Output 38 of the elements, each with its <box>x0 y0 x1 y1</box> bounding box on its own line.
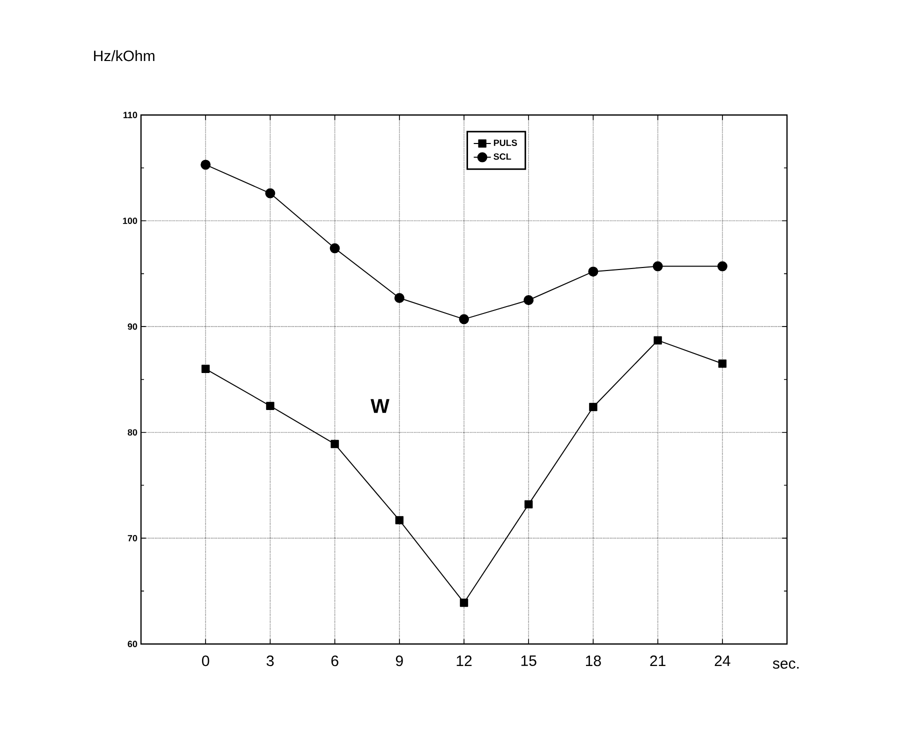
y-tick-label: 110 <box>124 112 138 118</box>
point <box>524 500 533 508</box>
y-tick-label: 90 <box>128 323 138 330</box>
point <box>717 261 728 272</box>
y-tick-label: 100 <box>123 218 138 224</box>
x-tick-label: 21 <box>650 656 666 666</box>
point <box>202 364 210 374</box>
annotation: W <box>370 399 390 413</box>
point <box>524 295 534 306</box>
x-axis-title: sec. <box>772 660 799 669</box>
point <box>588 266 598 277</box>
legend-label: SCL <box>494 153 512 160</box>
point <box>200 160 211 170</box>
x-tick-label: 18 <box>586 656 601 666</box>
point <box>330 243 340 254</box>
y-tick-label: 80 <box>128 429 138 436</box>
x-tick-label: 12 <box>456 656 472 666</box>
x-tick-label: 24 <box>714 656 730 666</box>
x-tick-label: 0 <box>202 656 210 666</box>
x-tick-label: 9 <box>396 656 403 666</box>
point <box>395 516 404 524</box>
x-tick-label: 15 <box>521 656 536 666</box>
y-tick-label: 60 <box>128 640 138 648</box>
point <box>460 598 468 607</box>
y-tick-label: 70 <box>128 534 138 542</box>
legend-label: PULS <box>494 140 517 146</box>
point <box>394 293 404 304</box>
point <box>266 402 274 410</box>
y-axis-title: Hz/kOhm <box>94 50 154 62</box>
point <box>654 336 662 344</box>
x-tick-label: 3 <box>266 656 274 666</box>
x-tick-label: 6 <box>331 656 338 666</box>
point <box>330 440 339 448</box>
point <box>718 360 726 368</box>
point <box>652 261 663 272</box>
point <box>265 188 276 198</box>
point <box>589 402 598 412</box>
point <box>459 314 470 324</box>
